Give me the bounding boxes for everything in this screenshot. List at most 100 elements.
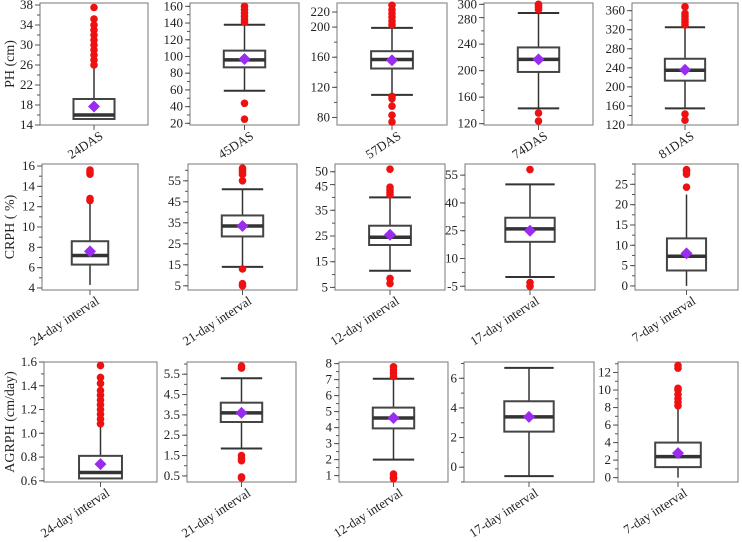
category-label: 24DAS (65, 128, 106, 162)
tick-label: 10 (22, 219, 35, 234)
tick-label: 0 (451, 459, 458, 474)
tick-label: 360 (606, 3, 626, 18)
mean-marker (88, 100, 100, 113)
category-label: 45DAS (215, 128, 256, 162)
outlier-point (96, 379, 105, 388)
tick-label: 0.6 (21, 473, 38, 488)
tick-label: 10 (445, 251, 458, 266)
panel-13: 6 4 2 0 17-day interval (451, 361, 595, 541)
tick-label: 140 (164, 15, 184, 30)
outlier-point (389, 363, 398, 371)
panel-0: 38 34 30 26 22 18 14 24DAS (20, 0, 149, 162)
tick-label: 120 (311, 79, 331, 94)
category-label: 17-day interval (466, 485, 541, 541)
outlier-point (386, 279, 394, 288)
mean-marker (238, 52, 251, 65)
tick-label: 80 (317, 109, 330, 124)
tick-label: 120 (458, 116, 478, 131)
tick-label: 60 (170, 82, 183, 97)
tick-label: 4 (451, 400, 458, 415)
tick-label: 5 (326, 404, 333, 419)
tick-label: 200 (458, 63, 478, 78)
tick-label: 6 (605, 417, 612, 432)
tick-label: 38 (20, 0, 33, 12)
outlier-point (681, 110, 689, 118)
tick-label: 45 (315, 179, 328, 194)
tick-label: 50 (315, 164, 328, 179)
tick-label: 240 (606, 60, 626, 75)
tick-label: 55 (168, 173, 181, 188)
tick-label: 7 (326, 372, 333, 387)
outlier-point (237, 362, 246, 370)
tick-label: 320 (606, 22, 626, 37)
tick-label: 100 (164, 48, 184, 63)
panel-4: 360 320 280 240 200 160 120 81DAS (606, 2, 739, 162)
outlier-point (674, 384, 682, 393)
tick-label: 34 (20, 17, 34, 32)
category-label: 12-day interval (331, 485, 406, 541)
tick-label: 26 (20, 57, 34, 72)
tick-label: 12 (22, 199, 35, 214)
mean-marker (387, 412, 400, 424)
tick-label: 35 (168, 215, 181, 230)
outlier-point (388, 1, 396, 10)
tick-label: 25 (445, 223, 458, 238)
outlier-point (682, 183, 691, 191)
tick-label: 5 (175, 278, 182, 293)
outlier-point (237, 456, 246, 465)
tick-label: 8 (326, 356, 333, 371)
mean-marker (386, 54, 398, 67)
outlier-point (238, 282, 247, 290)
tick-label: 1.6 (21, 354, 38, 369)
category-label: 74DAS (509, 128, 550, 162)
tick-label: -5 (447, 278, 458, 293)
tick-label: 160 (311, 49, 331, 64)
category-label: 24-day interval (27, 293, 102, 349)
panel-8: 55 40 25 10 -5 17-day interval (445, 163, 596, 349)
tick-label: 160 (164, 0, 184, 13)
outlier-point (238, 265, 247, 273)
mean-marker (94, 458, 107, 471)
mean-marker (236, 219, 249, 232)
mean-marker (524, 224, 536, 237)
tick-label: 80 (170, 65, 183, 80)
tick-label: 3 (326, 436, 333, 451)
outlier-point (534, 117, 543, 125)
tick-label: 25 (168, 236, 181, 251)
tick-label: 15 (315, 254, 328, 269)
mean-marker (532, 53, 545, 66)
tick-label: 45 (168, 194, 181, 209)
outlier-point (86, 194, 94, 203)
tick-label: 3.5 (164, 407, 180, 422)
outlier-point (96, 373, 105, 382)
tick-label: 14 (22, 178, 36, 193)
tick-label: 25 (315, 228, 328, 243)
outlier-point (240, 99, 249, 108)
category-label: 7-day interval (629, 293, 698, 345)
outlier-point (386, 165, 394, 173)
outlier-point (534, 109, 543, 117)
tick-label: 200 (311, 19, 331, 34)
category-label: 12-day interval (327, 293, 402, 349)
outlier-point (682, 165, 691, 174)
category-label: 21-day interval (179, 485, 254, 541)
outlier-point (240, 115, 249, 123)
tick-label: 6 (326, 388, 333, 403)
tick-label: 1 (326, 468, 333, 483)
outlier-point (96, 386, 105, 395)
tick-label: 14 (20, 117, 34, 132)
outlier-point (388, 102, 396, 110)
mean-marker (523, 410, 535, 423)
outlier-point (526, 165, 534, 174)
iqr-box (654, 441, 702, 469)
category-label: 17-day interval (467, 293, 542, 349)
tick-label: 4 (605, 435, 612, 450)
outlier-point (388, 111, 396, 120)
tick-label: 8 (605, 400, 612, 415)
tick-label: 30 (20, 37, 33, 52)
outlier-point (86, 166, 94, 174)
mean-marker (672, 447, 684, 460)
